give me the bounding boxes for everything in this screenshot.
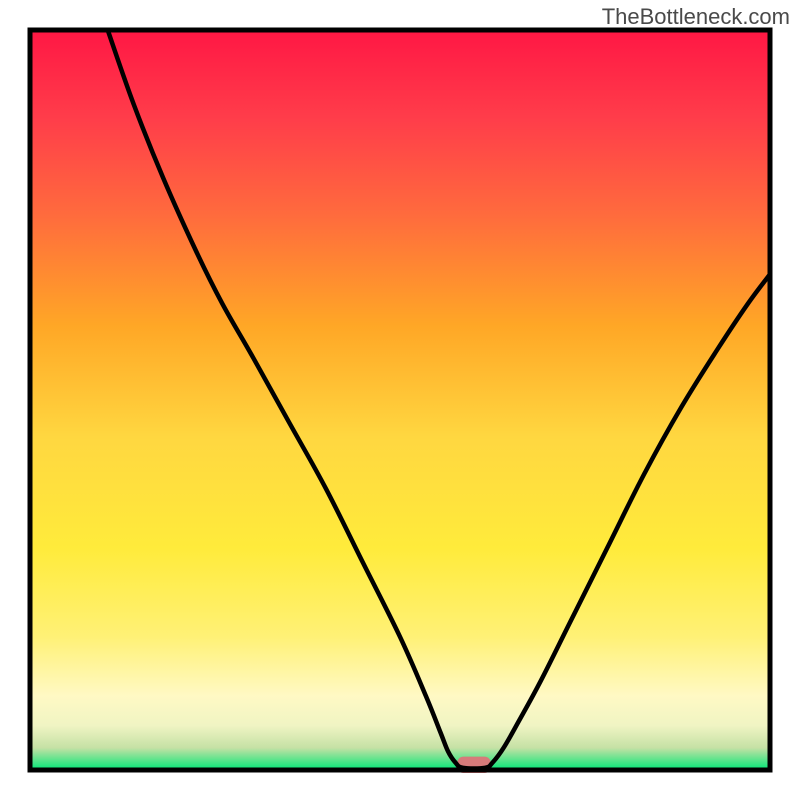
chart-container (0, 0, 800, 800)
bottleneck-chart (0, 0, 800, 800)
chart-background (30, 30, 770, 770)
watermark-text: TheBottleneck.com (602, 4, 790, 30)
